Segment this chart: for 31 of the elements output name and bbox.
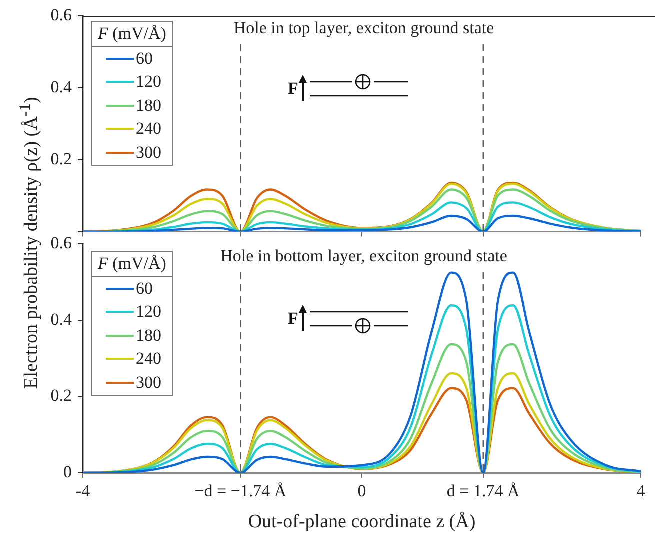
chart-title: Hole in bottom layer, exciton ground state — [220, 246, 508, 266]
legend-label: 120 — [136, 72, 162, 92]
y-tick-label: 0.2 — [50, 386, 72, 406]
field-layer-diagram: F — [288, 304, 410, 334]
y-tick-label: 0.4 — [50, 310, 72, 329]
legend-label: 120 — [136, 302, 162, 322]
x-axis-title: Out-of-plane coordinate z (Å) — [248, 512, 476, 533]
chart-title: Hole in top layer, exciton ground state — [234, 18, 494, 38]
x-tick-label: 0 — [358, 482, 366, 501]
x-tick-label: −d = −1.74 Å — [194, 482, 288, 501]
y-tick-label: 0.6 — [50, 234, 72, 253]
annotation: F — [288, 309, 298, 329]
y-tick-label: 0.2 — [50, 149, 72, 168]
legend-label: 60 — [136, 278, 153, 299]
x-tick-label: 4 — [636, 482, 646, 501]
annotation: F — [288, 79, 298, 99]
legend-label: 300 — [136, 372, 162, 393]
x-tick-label: -4 — [76, 482, 91, 501]
legend-label: 300 — [136, 142, 162, 163]
y-tick-label: 0.4 — [50, 78, 72, 97]
legend-title: F (mV/Å) — [92, 22, 172, 47]
y-tick-label: 0 — [64, 462, 72, 482]
field-layer-diagram: F — [288, 74, 410, 104]
y-tick-label: 0.6 — [50, 6, 72, 25]
x-tick-label: d = 1.74 Å — [446, 482, 521, 501]
legend-label: 180 — [136, 326, 162, 346]
legend-title: F (mV/Å) — [92, 252, 172, 277]
legend-label: 60 — [136, 48, 153, 69]
legend-label: 240 — [136, 349, 162, 370]
legend-label: 240 — [136, 119, 162, 140]
legend-label: 180 — [136, 96, 162, 116]
